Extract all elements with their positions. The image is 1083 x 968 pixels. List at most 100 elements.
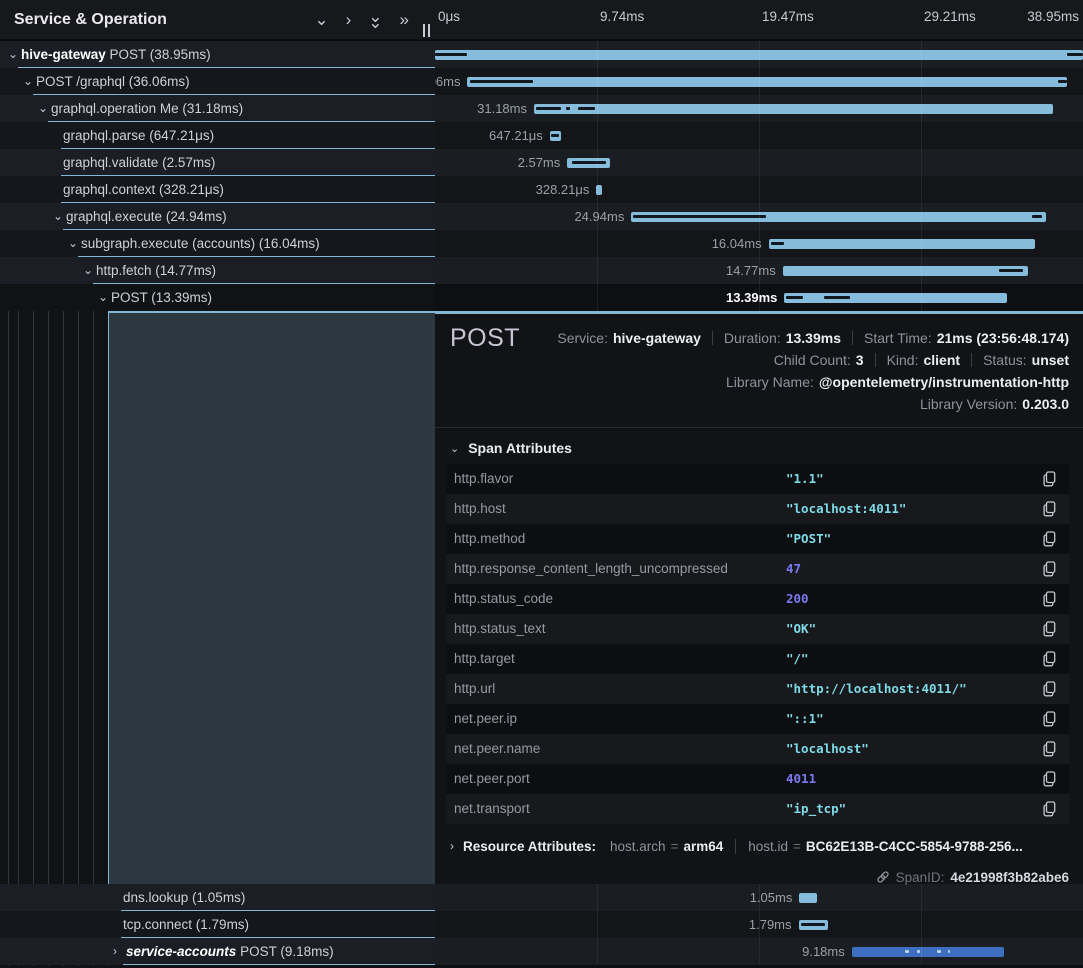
timeline-row[interactable]: 14.77ms <box>435 257 1083 284</box>
span-bar[interactable] <box>549 131 561 141</box>
span-bar[interactable] <box>533 104 1053 114</box>
tree-row[interactable]: graphql.context (328.21μs) <box>0 176 435 203</box>
timeline-row[interactable]: 2.57ms <box>435 149 1083 176</box>
span-bar[interactable] <box>631 212 1047 222</box>
copy-icon[interactable] <box>1043 471 1059 487</box>
chevron-down-icon[interactable]: ⌄ <box>53 209 64 223</box>
collapse-all-icon[interactable]: ⌄ ⌄ <box>368 7 383 32</box>
tree-row-label: POST /graphql (36.06ms) <box>36 74 190 89</box>
timeline-row[interactable]: 328.21μs <box>435 176 1083 203</box>
span-attributes-header[interactable]: ⌄ Span Attributes <box>450 435 572 461</box>
tree-row[interactable]: ⌄ http.fetch (14.77ms) <box>0 257 435 284</box>
chevron-down-icon[interactable]: ⌄ <box>314 10 329 29</box>
axis-tick: 29.21ms <box>924 9 976 24</box>
timeline-row[interactable]: 24.94ms <box>435 203 1083 230</box>
tree-row[interactable]: ⌄ hive-gateway POST (38.95ms) <box>0 41 435 68</box>
resource-attributes-pairs: host.arch = arm64 host.id = BC62E13B-C4CC-585… <box>610 838 1023 854</box>
copy-icon[interactable] <box>1043 771 1059 787</box>
resource-attributes-row[interactable]: › Resource Attributes: host.arch = arm64 ho… <box>450 833 1023 859</box>
attribute-value: "OK" <box>786 621 817 636</box>
panel-resize-handle[interactable] <box>423 24 433 37</box>
attribute-key: http.target <box>454 651 515 666</box>
span-bar[interactable] <box>567 158 610 168</box>
chevron-right-icon[interactable]: › <box>345 10 352 29</box>
tree-row[interactable]: dns.lookup (1.05ms) <box>0 884 435 911</box>
tree-row[interactable]: ⌄ POST (13.39ms) <box>0 284 435 311</box>
span-bar[interactable] <box>435 50 1083 60</box>
span-bar[interactable] <box>784 293 1008 303</box>
tree-row[interactable]: graphql.parse (647.21μs) <box>0 122 435 149</box>
timeline-row[interactable]: 36.06ms <box>435 68 1083 95</box>
bar-overlay <box>469 80 533 83</box>
span-bar[interactable] <box>596 185 602 195</box>
bar-overlay <box>801 923 826 926</box>
timeline-row[interactable]: 1.05ms <box>435 884 1083 911</box>
attribute-row: http.method "POST" <box>446 524 1069 554</box>
tree-row[interactable]: ⌄ graphql.execute (24.94ms) <box>0 203 435 230</box>
axis-tick: 38.95ms <box>1027 9 1079 24</box>
span-bar[interactable] <box>851 947 1005 957</box>
copy-icon[interactable] <box>1043 801 1059 817</box>
copy-icon[interactable] <box>1043 561 1059 577</box>
info-label: Start Time: <box>864 330 932 346</box>
tree-row[interactable]: ⌄ subgraph.execute (accounts) (16.04ms) <box>0 230 435 257</box>
tree-row[interactable]: tcp.connect (1.79ms) <box>0 911 435 938</box>
bar-overlay <box>905 950 909 953</box>
timeline-row[interactable]: 1.79ms <box>435 911 1083 938</box>
bar-overlay <box>1058 80 1068 83</box>
timeline-row[interactable]: 16.04ms <box>435 230 1083 257</box>
chevron-down-icon[interactable]: ⌄ <box>98 290 109 304</box>
info-value: 0.203.0 <box>1022 396 1069 412</box>
copy-icon[interactable] <box>1043 621 1059 637</box>
chevron-down-icon[interactable]: ⌄ <box>38 101 49 115</box>
timeline-row[interactable]: 38.95ms <box>435 41 1083 68</box>
chevron-down-icon[interactable]: ⌄ <box>8 47 19 61</box>
tree-row[interactable]: ⌄ graphql.operation Me (31.18ms) <box>0 95 435 122</box>
attribute-value: "/" <box>786 651 809 666</box>
service-operation-header: Service & Operation ⌄ › ⌄ ⌄ » <box>0 0 435 41</box>
bar-duration-label: 1.79ms <box>748 917 792 932</box>
copy-icon[interactable] <box>1043 651 1059 667</box>
copy-icon[interactable] <box>1043 711 1059 727</box>
bar-overlay <box>824 296 851 299</box>
bar-overlay <box>633 215 767 218</box>
tree-row[interactable]: ⌄ POST /graphql (36.06ms) <box>0 68 435 95</box>
attribute-row: http.host "localhost:4011" <box>446 494 1069 524</box>
tree-row-label: graphql.parse (647.21μs) <box>63 128 215 143</box>
bar-duration-label: 328.21μs <box>535 182 590 197</box>
info-value: 21ms (23:56:48.174) <box>936 330 1069 346</box>
info-label: Library Name: <box>725 374 814 390</box>
span-bar[interactable] <box>467 77 1068 87</box>
span-info-line: Library Version: 0.203.0 <box>557 393 1069 415</box>
timeline-row[interactable]: 647.21μs <box>435 122 1083 149</box>
span-bar[interactable] <box>798 920 829 930</box>
copy-icon[interactable] <box>1043 741 1059 757</box>
row-underline <box>61 175 435 176</box>
resource-value: arm64 <box>683 838 724 854</box>
tree-row-label: tcp.connect (1.79ms) <box>123 917 250 932</box>
link-icon[interactable] <box>876 870 890 884</box>
copy-icon[interactable] <box>1043 501 1059 517</box>
chevron-right-icon[interactable]: › <box>113 944 117 958</box>
tree-row[interactable]: graphql.validate (2.57ms) <box>0 149 435 176</box>
info-value: 3 <box>855 352 864 368</box>
timeline-row[interactable]: 31.18ms <box>435 95 1083 122</box>
span-bar[interactable] <box>782 266 1029 276</box>
tree-row-label: dns.lookup (1.05ms) <box>123 890 246 905</box>
tree-row-label: graphql.execute (24.94ms) <box>66 209 227 224</box>
copy-icon[interactable] <box>1043 681 1059 697</box>
span-bar[interactable] <box>799 893 817 903</box>
copy-icon[interactable] <box>1043 531 1059 547</box>
expand-all-icon[interactable]: » <box>399 10 409 29</box>
timeline-row[interactable]: 9.18ms <box>435 938 1083 965</box>
bar-duration-label: 36.06ms <box>435 74 461 89</box>
chevron-down-icon[interactable]: ⌄ <box>23 74 34 88</box>
tree-row[interactable]: › service-accounts POST (9.18ms) <box>0 938 435 965</box>
attribute-key: http.response_content_length_uncompresse… <box>454 561 728 576</box>
span-bar[interactable] <box>768 239 1036 249</box>
indent-guide <box>93 43 94 966</box>
timeline-row[interactable]: 13.39ms <box>435 284 1083 311</box>
copy-icon[interactable] <box>1043 591 1059 607</box>
chevron-down-icon[interactable]: ⌄ <box>68 236 79 250</box>
chevron-down-icon[interactable]: ⌄ <box>83 263 94 277</box>
